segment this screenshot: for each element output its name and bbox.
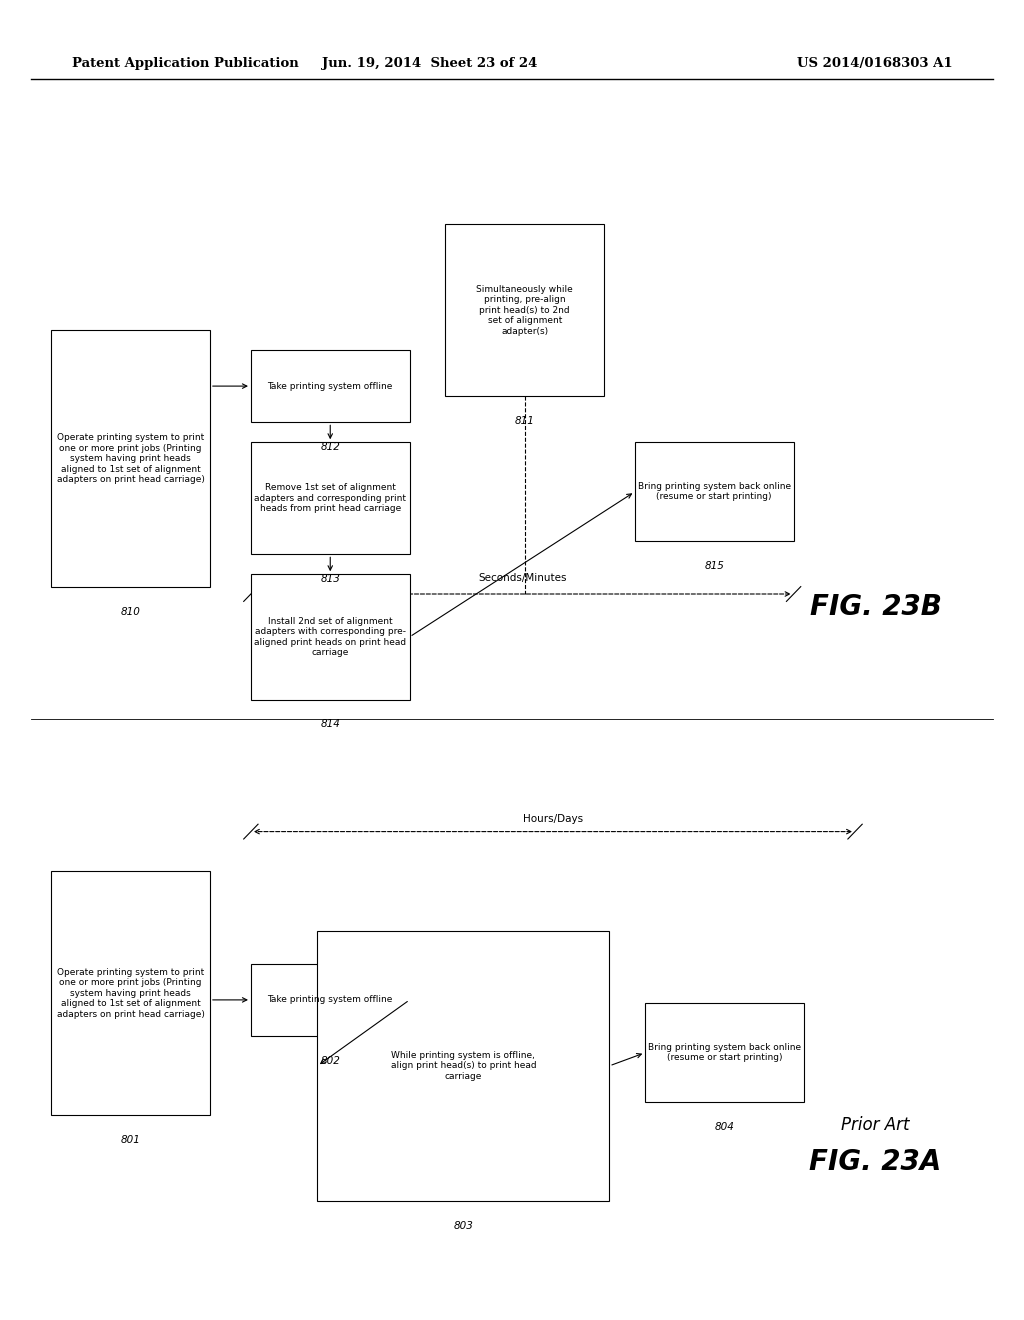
Bar [51,330,210,587]
Bar [251,964,410,1036]
Text: Simultaneously while
printing, pre-align
print head(s) to 2nd
set of alignment
a: Simultaneously while printing, pre-align… [476,285,573,335]
Bar [635,442,794,541]
Text: Bring printing system back online
(resume or start printing): Bring printing system back online (resum… [648,1043,801,1063]
Text: FIG. 23A: FIG. 23A [809,1147,942,1176]
Bar [317,931,609,1201]
Text: 813: 813 [321,574,340,585]
Text: Hours/Days: Hours/Days [523,813,583,824]
Text: 812: 812 [321,442,340,453]
Text: 815: 815 [705,561,724,572]
Text: Bring printing system back online
(resume or start printing): Bring printing system back online (resum… [638,482,791,502]
Text: 803: 803 [454,1221,473,1232]
Bar [645,1003,804,1102]
Text: 814: 814 [321,719,340,730]
Text: 810: 810 [121,607,140,618]
Text: Seconds/Minutes: Seconds/Minutes [478,573,566,583]
Text: FIG. 23B: FIG. 23B [810,593,941,622]
Text: Remove 1st set of alignment
adapters and corresponding print
heads from print he: Remove 1st set of alignment adapters and… [254,483,407,513]
Text: 801: 801 [121,1135,140,1146]
Text: 811: 811 [515,416,535,426]
Text: Operate printing system to print
one or more print jobs (Printing
system having : Operate printing system to print one or … [56,968,205,1019]
Text: 802: 802 [321,1056,340,1067]
Bar [251,574,410,700]
Text: Take printing system offline: Take printing system offline [267,995,393,1005]
Text: Jun. 19, 2014  Sheet 23 of 24: Jun. 19, 2014 Sheet 23 of 24 [323,57,538,70]
Text: Install 2nd set of alignment
adapters with corresponding pre-
aligned print head: Install 2nd set of alignment adapters wi… [254,616,407,657]
Text: Prior Art: Prior Art [842,1115,909,1134]
Bar [445,224,604,396]
Text: 804: 804 [715,1122,734,1133]
Text: Take printing system offline: Take printing system offline [267,381,393,391]
Text: US 2014/0168303 A1: US 2014/0168303 A1 [797,57,952,70]
Text: Operate printing system to print
one or more print jobs (Printing
system having : Operate printing system to print one or … [56,433,205,484]
Bar [51,871,210,1115]
Text: Patent Application Publication: Patent Application Publication [72,57,298,70]
Text: While printing system is offline,
align print head(s) to print head
carriage: While printing system is offline, align … [390,1051,537,1081]
Bar [251,350,410,422]
Bar [251,442,410,554]
